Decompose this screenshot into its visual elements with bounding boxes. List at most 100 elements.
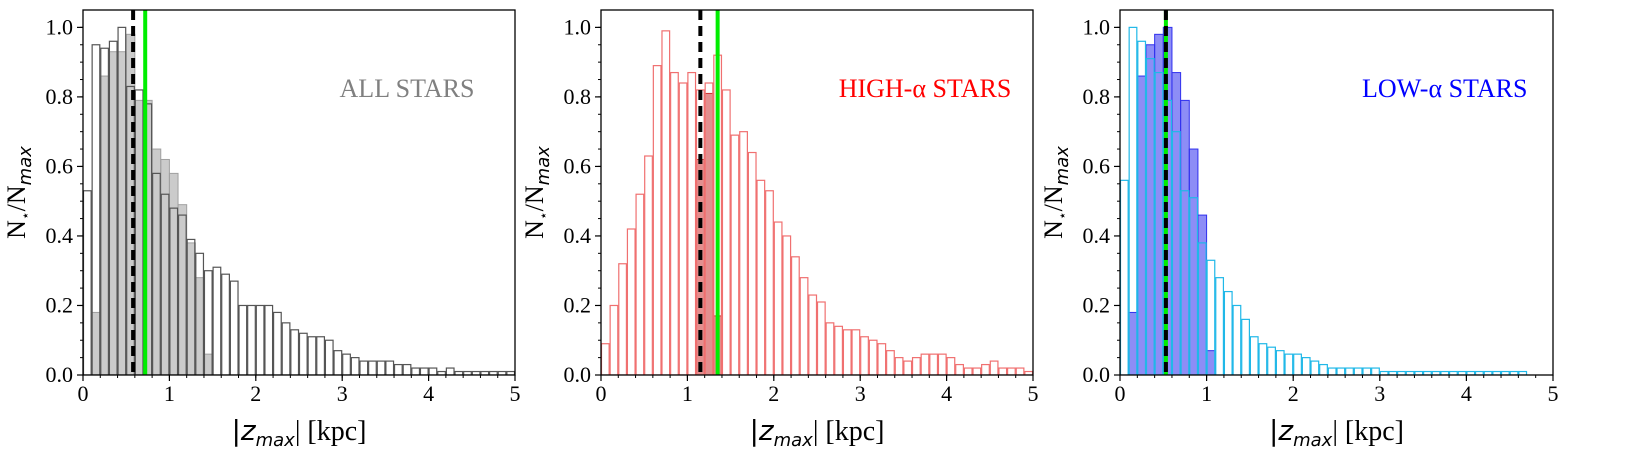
filled-bar (1128, 311, 1138, 375)
outline-bar (981, 363, 990, 375)
filled-bar (91, 311, 101, 375)
outline-bar (1015, 367, 1025, 375)
outline-bar (376, 360, 386, 375)
outline-bar (782, 235, 792, 375)
y-tick-label: 0.6 (46, 153, 74, 178)
outline-bar (998, 367, 1008, 375)
y-tick-label: 0.4 (1083, 223, 1111, 248)
outline-bar (272, 311, 282, 375)
outline-bar (117, 26, 127, 375)
filled-bar (1188, 148, 1199, 375)
outline-bar (419, 367, 429, 375)
outline-bar (160, 193, 170, 375)
filled-bar (108, 51, 119, 375)
x-tick-label: 4 (1461, 381, 1472, 406)
outline-bar (894, 357, 904, 375)
filled-bar (704, 92, 714, 375)
outline-bar (1267, 346, 1276, 375)
outline-bar (1275, 350, 1285, 375)
y-tick-label: 0.0 (564, 362, 592, 387)
outline-bar (626, 228, 636, 375)
y-label-main: N (1039, 220, 1068, 239)
y-label-subscript: max (533, 146, 554, 186)
outline-bar (609, 304, 619, 375)
outline-bar (91, 44, 101, 375)
outline-bar (108, 40, 118, 375)
outline-bar (1258, 343, 1268, 375)
outline-bar (687, 71, 697, 375)
y-tick-label: 0.2 (1083, 292, 1111, 317)
x-tick-label: 5 (510, 381, 521, 406)
x-tick-label: 5 (1548, 381, 1559, 406)
outline-bar (704, 82, 714, 375)
outline-bar (816, 301, 826, 375)
outline-bar (1232, 304, 1242, 375)
outline-bar (790, 256, 800, 375)
y-tick-label: 0.8 (1083, 84, 1111, 109)
y-tick-label: 0.2 (564, 292, 592, 317)
outline-bar (428, 367, 438, 375)
filled-bar (186, 242, 196, 375)
outline-bar (307, 336, 317, 375)
outline-bar (1120, 179, 1129, 375)
x-tick-label: 1 (682, 381, 693, 406)
x-axis-label: |zmax| [kpc] (1269, 414, 1404, 451)
y-axis-label: N⋆/Nmax (1039, 146, 1073, 239)
outline-bar (652, 65, 662, 375)
filled-bar (194, 277, 205, 375)
filled-bar (1197, 214, 1208, 375)
outline-bar (247, 304, 256, 375)
outline-bar (1223, 290, 1233, 375)
outline-bar (721, 89, 731, 375)
outline-bar (359, 360, 369, 375)
outline-bar (868, 339, 878, 375)
outline-bar (1189, 197, 1199, 375)
y-tick-label: 1.0 (46, 14, 74, 39)
outline-bar (1215, 277, 1225, 375)
filled-bar (168, 172, 179, 375)
y-label-mid: /N (520, 185, 549, 211)
outline-bar (316, 336, 326, 375)
outline-bar (1197, 242, 1207, 375)
plot-area (83, 10, 515, 375)
outline-bar (842, 329, 852, 375)
outline-bar (972, 367, 982, 375)
x-tick-label: 1 (1201, 381, 1212, 406)
outline-bar (169, 207, 179, 375)
x-tick-label: 0 (78, 381, 89, 406)
outline-bar (955, 363, 964, 375)
outline-bar (765, 190, 774, 375)
filled-bar (1206, 350, 1216, 375)
axes-frame (600, 9, 1034, 376)
outline-bar (83, 190, 92, 375)
y-label-subscript: max (15, 146, 36, 186)
x-tick-label: 2 (250, 381, 261, 406)
x-label-symbol: |z (1269, 414, 1294, 447)
filled-bar (151, 148, 162, 375)
y-axis-label: N⋆/Nmax (2, 146, 36, 239)
x-tick-label: 2 (1288, 381, 1299, 406)
x-tick-label: 4 (941, 381, 952, 406)
outline-bar (221, 273, 230, 375)
outline-bar (324, 339, 334, 375)
outline-bar (773, 221, 783, 375)
outline-bar (342, 353, 351, 375)
y-tick-label: 1.0 (1083, 14, 1111, 39)
panel-annotation: LOW-α STARS (1362, 74, 1527, 103)
y-label-main: N (520, 220, 549, 239)
outline-bar (1327, 367, 1337, 375)
filled-bar (117, 51, 127, 375)
x-tick-label: 3 (337, 381, 348, 406)
outline-bar (644, 155, 653, 375)
outline-bar (747, 151, 757, 375)
outline-bar (903, 360, 913, 375)
y-tick-label: 0.0 (46, 362, 74, 387)
outline-bar (860, 336, 869, 375)
panel-annotation: ALL STARS (340, 74, 475, 103)
outline-bar (1006, 367, 1016, 375)
x-tick-label: 0 (596, 381, 607, 406)
outline-bar (756, 179, 766, 375)
